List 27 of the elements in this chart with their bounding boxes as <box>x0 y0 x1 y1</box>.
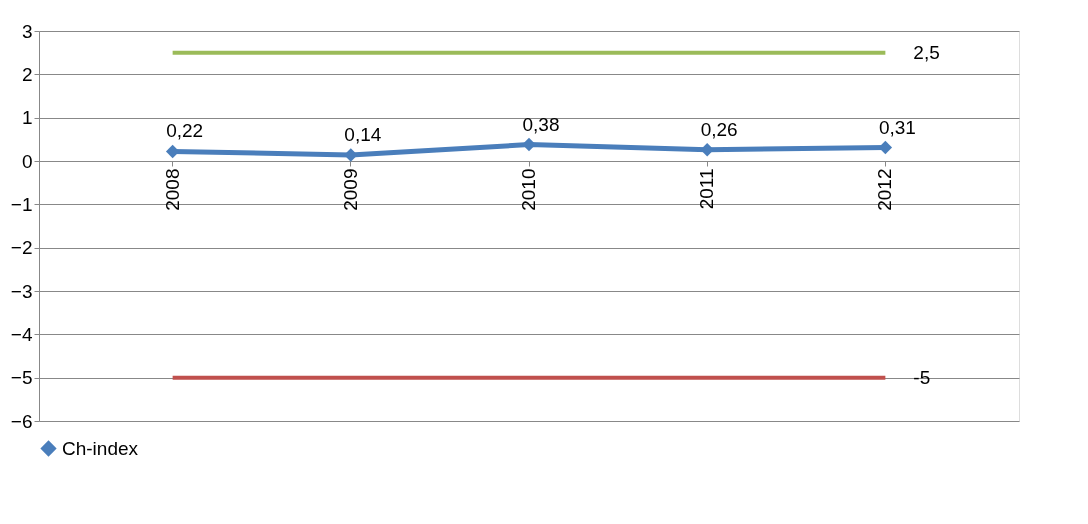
x-tick-label: 2008 <box>161 168 183 211</box>
y-tick-label: −3 <box>10 280 33 302</box>
data-label: 0,22 <box>166 120 204 142</box>
y-tick-label: −2 <box>10 237 33 259</box>
ref-line-label: -5 <box>913 366 931 388</box>
x-tick-label: 2012 <box>874 168 896 211</box>
x-tick-label: 2009 <box>339 168 361 211</box>
point <box>165 144 180 159</box>
data-label: 0,38 <box>522 113 560 135</box>
ref-line-label: 2,5 <box>913 41 940 63</box>
y-tick-label: 3 <box>21 20 33 42</box>
y-tick-label: 2 <box>21 63 33 85</box>
point <box>344 148 358 162</box>
data-label: 0,26 <box>700 118 738 140</box>
y-tick-label: −1 <box>10 193 33 215</box>
x-tick-label: 2010 <box>518 168 539 211</box>
y-tick-label: 1 <box>21 107 33 129</box>
y-tick-label: −4 <box>10 323 33 345</box>
y-tick-label: −5 <box>10 367 33 389</box>
point <box>700 143 714 157</box>
x-tick-label: 2011 <box>696 168 718 210</box>
point <box>522 137 536 152</box>
data-label: 0,14 <box>344 123 382 145</box>
y-tick-label: −6 <box>10 410 33 432</box>
data-label: 0,31 <box>878 116 916 138</box>
legend-label: Ch-index <box>62 437 139 459</box>
y-tick-label: 0 <box>21 150 33 172</box>
